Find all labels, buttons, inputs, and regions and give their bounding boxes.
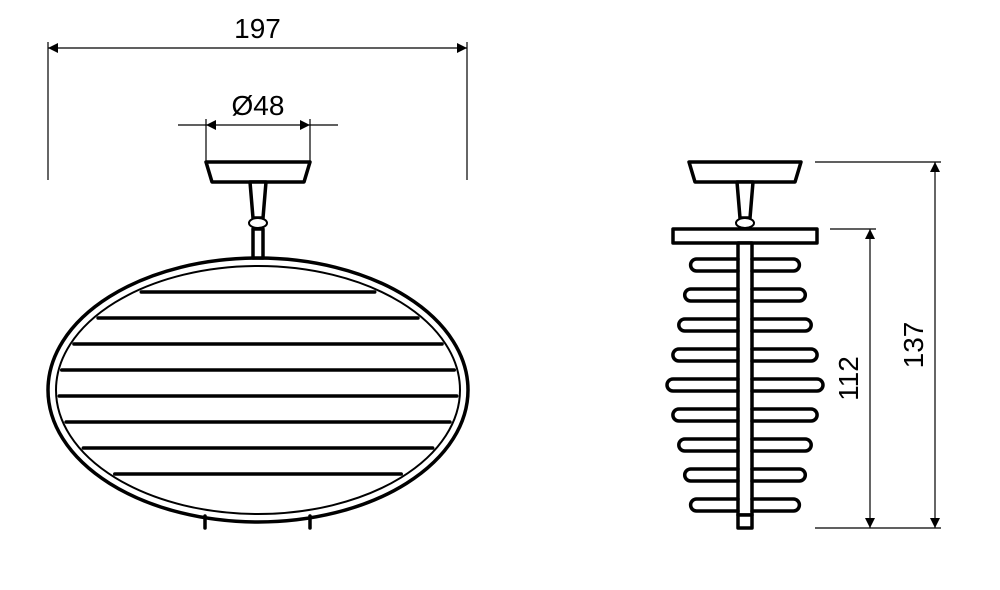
side-view bbox=[667, 162, 823, 528]
svg-text:112: 112 bbox=[833, 356, 864, 401]
technical-drawing: 197 Ø48 137 112 bbox=[0, 0, 1000, 590]
front-view bbox=[48, 162, 468, 528]
svg-text:197: 197 bbox=[234, 13, 281, 44]
svg-text:137: 137 bbox=[898, 322, 929, 369]
svg-text:Ø48: Ø48 bbox=[232, 90, 285, 121]
